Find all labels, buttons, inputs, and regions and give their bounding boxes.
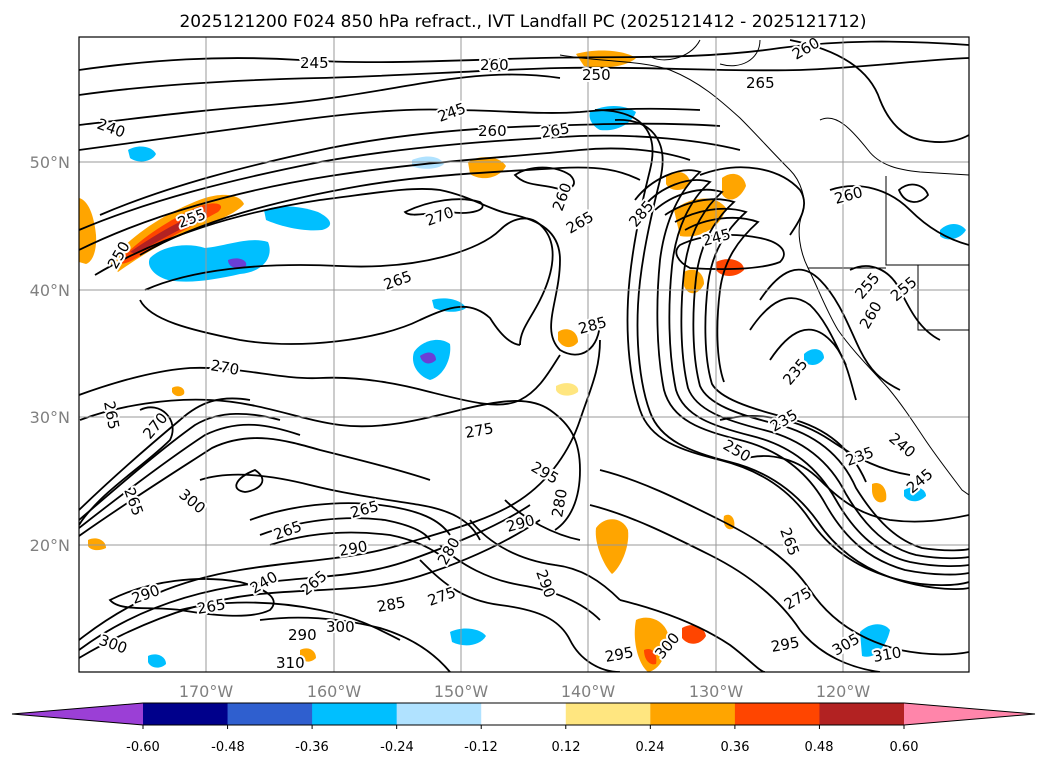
- negative-anomaly-patch: [940, 224, 966, 240]
- colorbar-tick-label: -0.36: [295, 740, 329, 755]
- colorbar: [11, 702, 1036, 729]
- lon-label: 130°W: [689, 682, 744, 701]
- positive-anomaly-patch: [556, 383, 579, 396]
- positive-anomaly-patch: [172, 386, 185, 397]
- colorbar-tick-label: -0.24: [380, 740, 414, 755]
- colorbar-extend-high: [904, 703, 1035, 725]
- lat-label: 50°N: [30, 153, 70, 172]
- colorbar-segment: [396, 703, 482, 725]
- lon-label: 140°W: [561, 682, 616, 701]
- coastline: [559, 39, 969, 496]
- positive-anomaly-patch: [300, 648, 316, 662]
- contour-label: 265: [746, 74, 775, 92]
- contour-label: 250: [582, 66, 611, 84]
- negative-anomaly-patch: [148, 240, 270, 282]
- colorbar-tick-label: 0.12: [552, 740, 581, 755]
- positive-anomaly-patch: [130, 215, 198, 254]
- lon-label: 170°W: [179, 682, 234, 701]
- negative-anomaly-patch: [450, 628, 486, 646]
- positive-anomaly-patch: [88, 538, 106, 551]
- lat-label: 20°N: [30, 536, 70, 555]
- colorbar-segment: [143, 703, 229, 725]
- colorbar-segment: [734, 703, 820, 725]
- positive-anomaly-patch: [558, 329, 578, 348]
- colorbar-segment: [481, 703, 567, 725]
- positive-anomaly-patch: [722, 173, 746, 200]
- lat-label: 40°N: [30, 281, 70, 300]
- colorbar-tick-label: 0.48: [805, 740, 834, 755]
- positive-anomaly-patch: [716, 259, 744, 276]
- negative-anomaly-patch: [128, 146, 156, 162]
- positive-anomaly-patch: [644, 648, 657, 665]
- lon-label: 120°W: [816, 682, 871, 701]
- colorbar-segment: [819, 703, 905, 725]
- refractivity-contours: [79, 39, 969, 672]
- contour-label: 245: [300, 54, 329, 72]
- map-gridlines: [79, 37, 969, 672]
- contour-label: 260: [480, 56, 509, 74]
- contour-label: 310: [276, 654, 305, 672]
- positive-anomaly-patch: [634, 617, 668, 672]
- positive-anomaly-patch: [576, 50, 636, 68]
- colorbar-tick-label: 0.36: [721, 740, 750, 755]
- contour-label: 310: [872, 643, 903, 666]
- positive-anomaly-patch: [872, 482, 887, 503]
- positive-anomaly-patch: [684, 269, 704, 294]
- colorbar-segment: [565, 703, 651, 725]
- contour-label: 260: [478, 122, 507, 140]
- positive-anomaly-patch: [682, 625, 706, 644]
- colorbar-tick-label: 0.24: [636, 740, 665, 755]
- colorbar-extend-low: [12, 703, 143, 725]
- anomaly-shading: [79, 50, 966, 672]
- negative-anomaly-patch: [860, 624, 890, 657]
- positive-anomaly-patch: [595, 519, 629, 574]
- longitude-labels: 170°W 160°W 150°W 140°W 130°W 120°W: [179, 682, 871, 701]
- colorbar-segment: [312, 703, 398, 725]
- figure-title: 2025121200 F024 850 hPa refract., IVT La…: [179, 12, 866, 32]
- colorbar-segment: [227, 703, 313, 725]
- contour-label: 290: [288, 626, 317, 644]
- colorbar-tick-label: -0.60: [126, 740, 160, 755]
- colorbar-segment: [650, 703, 736, 725]
- map-panel: 245 260 250 260 265 240 245 260 265 270 …: [78, 36, 970, 673]
- contour-label: 300: [326, 618, 355, 636]
- contour-label: 270: [209, 356, 240, 379]
- negative-anomaly-patch: [420, 352, 436, 364]
- negative-anomaly-patch: [264, 206, 331, 231]
- map-frame: [78, 36, 970, 673]
- colorbar-tick-label: -0.48: [211, 740, 245, 755]
- latitude-labels: 50°N 40°N 30°N 20°N: [30, 153, 70, 555]
- lon-label: 160°W: [307, 682, 362, 701]
- negative-anomaly-patch: [432, 298, 466, 312]
- colorbar-tick-label: -0.12: [464, 740, 498, 755]
- colorbar-tick-labels: -0.60 -0.48 -0.36 -0.24 -0.12 0.12 0.24 …: [126, 740, 918, 755]
- lat-label: 30°N: [30, 408, 70, 427]
- colorbar-tick-label: 0.60: [890, 740, 919, 755]
- negative-anomaly-patch: [804, 349, 824, 365]
- negative-anomaly-patch: [228, 258, 247, 268]
- lon-label: 150°W: [434, 682, 489, 701]
- negative-anomaly-patch: [412, 156, 444, 169]
- negative-anomaly-patch: [148, 654, 166, 668]
- negative-anomaly-patch: [904, 487, 926, 502]
